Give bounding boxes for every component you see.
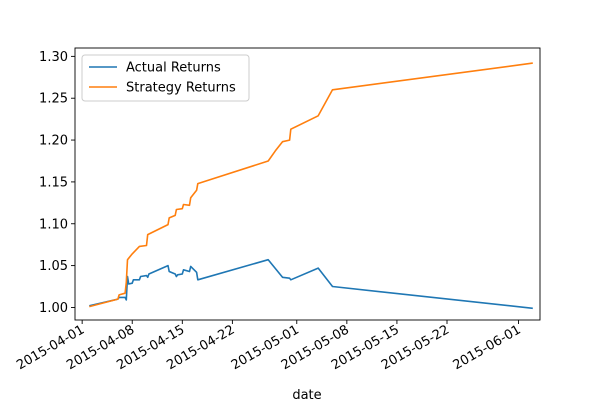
y-tick-label: 1.20: [39, 134, 68, 149]
y-tick-label: 1.10: [39, 217, 68, 232]
series-line-actual-returns: [89, 258, 533, 310]
axes-frame: [74, 47, 541, 321]
x-axis: 2015-04-012015-04-082015-04-152015-04-22…: [14, 320, 524, 373]
series-line-strategy-returns: [89, 62, 533, 308]
legend-entry-label: Strategy Returns: [126, 81, 236, 96]
x-axis-label: date: [292, 388, 321, 400]
legend: Actual Returns Strategy Returns: [81, 54, 250, 102]
legend-box: [81, 54, 250, 102]
legend-entry-label: Actual Returns: [126, 61, 221, 76]
y-tick-label: 1.25: [39, 92, 68, 107]
y-tick-label: 1.30: [39, 50, 68, 65]
x-tick-label: 2015-06-01: [451, 322, 524, 373]
y-tick-label: 1.00: [39, 301, 68, 316]
y-tick-label: 1.05: [39, 259, 68, 274]
y-axis: 1.00 1.05 1.10 1.15 1.20 1.25 1.30: [39, 50, 75, 316]
plot-area: [74, 47, 541, 321]
y-tick-label: 1.15: [39, 175, 68, 190]
